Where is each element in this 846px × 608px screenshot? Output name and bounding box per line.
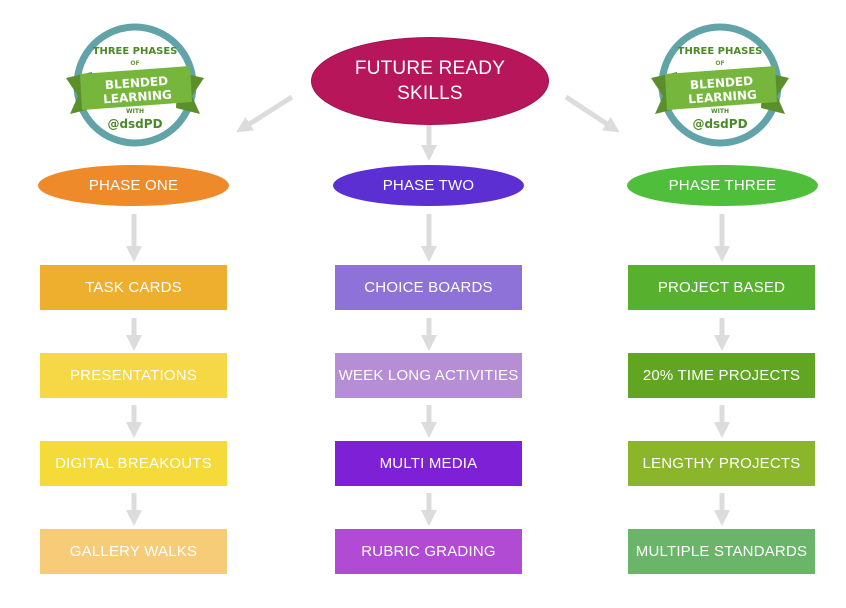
phase-one-label: PHASE ONE <box>88 177 179 194</box>
phase-three-label: PHASE THREE <box>668 177 777 194</box>
badge-logo-graphic <box>66 23 204 147</box>
multiple-standards-box: MULTIPLE STANDARDS <box>628 529 815 574</box>
badge-of-text: OF <box>715 60 725 67</box>
box-label: CHOICE BOARDS <box>364 279 493 296</box>
badge-handle-text: @dsdPD <box>107 117 163 131</box>
box-label: MULTI MEDIA <box>379 455 478 472</box>
lengthy-projects-box: LENGTHY PROJECTS <box>628 441 815 486</box>
phase-two-node: PHASE TWO <box>333 165 524 206</box>
phase-three-node: PHASE THREE <box>627 165 818 206</box>
badge-top-text: THREE PHASES <box>677 46 763 57</box>
badge-with-text: WITH <box>711 108 729 115</box>
future-ready-skills-node: FUTURE READY SKILLS <box>311 37 549 125</box>
task-cards-box: TASK CARDS <box>40 265 227 310</box>
phase-one-node: PHASE ONE <box>38 165 229 206</box>
box-label: DIGITAL BREAKOUTS <box>55 455 212 472</box>
arrow-to-phase-one <box>236 94 294 133</box>
box-label: PROJECT BASED <box>657 279 786 296</box>
box-label: GALLERY WALKS <box>69 543 198 560</box>
phase-two-label: PHASE TWO <box>382 177 475 194</box>
badge-top-text: THREE PHASES <box>92 46 178 57</box>
box-label: LENGTHY PROJECTS <box>642 455 801 472</box>
box-label: TASK CARDS <box>85 279 182 296</box>
title-line-1: FUTURE READY <box>354 58 506 79</box>
time-projects-box: 20% TIME PROJECTS <box>628 353 815 398</box>
box-label: RUBRIC GRADING <box>361 543 496 560</box>
gallery-walks-box: GALLERY WALKS <box>40 529 227 574</box>
badge-right: THREE PHASES OF BLENDED LEARNING WITH @d… <box>645 20 795 150</box>
box-label: MULTIPLE STANDARDS <box>635 543 808 560</box>
badge-handle-text: @dsdPD <box>692 117 748 131</box>
digital-breakouts-box: DIGITAL BREAKOUTS <box>40 441 227 486</box>
box-label: PRESENTATIONS <box>69 367 198 384</box>
choice-boards-box: CHOICE BOARDS <box>335 265 522 310</box>
badge-of-text: OF <box>130 60 140 67</box>
badge-logo-graphic <box>651 23 789 147</box>
arrow-to-phase-three <box>564 94 620 133</box>
title-line-2: SKILLS <box>397 83 463 104</box>
badge-left: THREE PHASES OF BLENDED LEARNING WITH @d… <box>60 20 210 150</box>
project-based-box: PROJECT BASED <box>628 265 815 310</box>
presentations-box: PRESENTATIONS <box>40 353 227 398</box>
badge-with-text: WITH <box>126 108 144 115</box>
box-label: 20% TIME PROJECTS <box>642 367 801 384</box>
week-long-activities-box: WEEK LONG ACTIVITIES <box>335 353 522 398</box>
multi-media-box: MULTI MEDIA <box>335 441 522 486</box>
box-label: WEEK LONG ACTIVITIES <box>338 367 519 384</box>
rubric-grading-box: RUBRIC GRADING <box>335 529 522 574</box>
